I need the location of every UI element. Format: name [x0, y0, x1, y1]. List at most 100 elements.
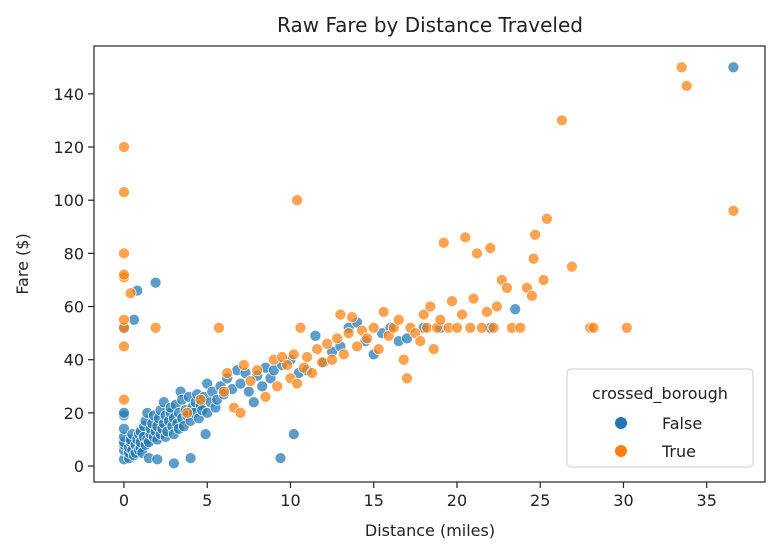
data-point-true-37 — [326, 353, 338, 366]
data-point-true-53 — [401, 372, 413, 385]
data-point-true-59 — [424, 300, 437, 313]
y-axis-ticks: 0 20 40 60 80 100 120 140 — [53, 85, 94, 476]
x-tick-label: 5 — [202, 491, 212, 510]
data-point-true-36 — [321, 337, 333, 350]
data-point-false-125 — [509, 303, 522, 316]
data-point-true-84 — [529, 228, 542, 241]
data-point-true-28 — [291, 377, 303, 390]
data-point-true-70 — [467, 292, 480, 305]
x-axis-ticks: 0 5 10 15 20 25 30 35 — [119, 482, 717, 510]
data-point-false-110 — [309, 329, 322, 342]
legend-marker-false — [615, 417, 627, 429]
data-point-false-107 — [287, 428, 300, 440]
x-tick-label: 15 — [364, 491, 384, 510]
y-tick-label: 20 — [64, 404, 84, 423]
data-point-true-31 — [297, 361, 310, 374]
data-point-true-23 — [271, 380, 284, 393]
data-points-layer — [118, 61, 740, 470]
data-point-true-18 — [238, 359, 250, 371]
data-point-true-47 — [372, 343, 385, 355]
data-point-true-88 — [566, 260, 578, 273]
data-point-true-6 — [118, 247, 130, 260]
x-tick-label: 35 — [697, 491, 717, 510]
data-point-true-71 — [471, 247, 483, 260]
data-point-true-7 — [118, 186, 130, 199]
data-point-true-33 — [306, 367, 318, 379]
data-point-true-56 — [414, 335, 427, 347]
data-point-true-17 — [234, 407, 247, 419]
data-point-true-35 — [316, 356, 328, 369]
data-point-false-104 — [274, 452, 287, 464]
data-point-false-17 — [128, 313, 140, 326]
data-point-true-1 — [118, 340, 130, 353]
y-tick-label: 80 — [64, 244, 84, 263]
data-point-true-15 — [221, 367, 234, 379]
y-tick-label: 40 — [64, 351, 84, 370]
data-point-true-68 — [459, 231, 472, 244]
data-point-true-30 — [294, 321, 307, 334]
data-point-true-32 — [301, 351, 313, 363]
data-point-true-27 — [287, 348, 300, 361]
data-point-true-66 — [451, 321, 463, 334]
data-point-true-5 — [118, 268, 130, 281]
data-point-true-72 — [476, 321, 488, 334]
data-point-true-48 — [377, 306, 390, 318]
data-point-false-97 — [242, 385, 255, 398]
data-point-false-98 — [247, 396, 260, 409]
x-tick-label: 20 — [447, 491, 467, 510]
data-point-true-39 — [334, 308, 347, 321]
data-point-true-69 — [464, 321, 477, 334]
data-point-true-57 — [417, 308, 430, 321]
data-point-true-12 — [194, 393, 207, 406]
x-tick-label: 10 — [280, 491, 300, 510]
data-point-false-7 — [118, 407, 130, 419]
data-point-false-5 — [118, 422, 130, 435]
data-point-true-85 — [537, 274, 550, 286]
legend-title: crossed_borough — [592, 384, 728, 404]
data-point-true-94 — [727, 204, 740, 217]
data-point-false-121 — [401, 332, 413, 345]
data-point-false-83 — [199, 428, 212, 440]
y-tick-label: 60 — [64, 298, 84, 317]
data-point-true-62 — [434, 313, 447, 326]
data-point-true-43 — [351, 340, 363, 353]
x-tick-label: 0 — [119, 491, 129, 510]
data-point-true-46 — [367, 321, 380, 334]
data-point-true-75 — [487, 321, 500, 334]
data-point-true-8 — [118, 141, 130, 153]
data-point-true-78 — [501, 282, 513, 294]
chart-title: Raw Fare by Distance Traveled — [277, 13, 583, 37]
y-tick-label: 100 — [53, 191, 84, 210]
data-point-true-52 — [397, 353, 410, 366]
x-tick-label: 25 — [530, 491, 550, 510]
data-point-true-74 — [484, 242, 497, 254]
data-point-true-87 — [556, 114, 568, 127]
data-point-true-83 — [527, 252, 540, 265]
data-point-true-60 — [427, 343, 440, 355]
legend-marker-true — [615, 445, 627, 457]
legend-frame — [566, 368, 754, 468]
data-point-true-76 — [491, 300, 503, 313]
data-point-true-0 — [118, 393, 130, 406]
legend: crossed_borough False True — [566, 368, 754, 468]
y-tick-label: 120 — [53, 138, 84, 157]
plot-frame — [93, 45, 766, 483]
data-point-true-51 — [392, 313, 405, 326]
data-point-false-85 — [201, 407, 214, 419]
data-point-true-73 — [481, 306, 493, 318]
x-tick-label: 30 — [613, 491, 633, 510]
data-point-true-20 — [251, 364, 264, 377]
data-point-true-58 — [421, 321, 433, 334]
data-point-true-10 — [149, 321, 162, 334]
data-point-true-29 — [291, 194, 303, 207]
legend-label-true: True — [661, 442, 696, 461]
data-point-false-95 — [234, 377, 247, 390]
data-point-true-38 — [331, 332, 343, 345]
data-point-true-65 — [446, 295, 458, 308]
data-point-true-9 — [124, 287, 137, 300]
data-point-true-63 — [437, 236, 450, 249]
data-point-false-43 — [151, 453, 164, 466]
data-point-true-25 — [281, 359, 293, 371]
data-point-true-41 — [342, 327, 355, 339]
